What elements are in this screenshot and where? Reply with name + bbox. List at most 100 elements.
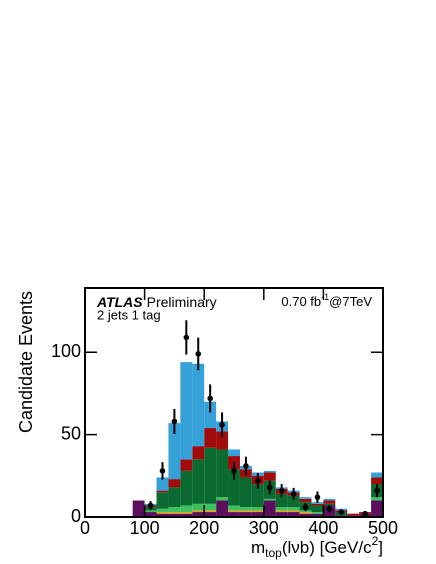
histogram-bar [371, 500, 383, 517]
data-point [266, 484, 273, 491]
x-label-part: (lνb) [GeV/c [282, 538, 372, 557]
histogram-bar [228, 469, 240, 506]
histogram-bar [216, 500, 229, 517]
lumi-sup: -1 [321, 292, 329, 302]
histogram-bar [204, 401, 217, 429]
histogram-bar [192, 446, 205, 460]
data-point [207, 395, 213, 402]
histogram-bar [287, 495, 300, 508]
histogram-bar [323, 503, 336, 506]
histogram-bar [275, 512, 288, 517]
lumi-part: 0.70 fb [281, 294, 321, 309]
histogram-bar [299, 512, 312, 514]
data-point [314, 494, 321, 501]
data-point [290, 491, 297, 497]
histogram-bar [192, 510, 205, 513]
histogram-bar [204, 447, 217, 504]
x-tick-label: 0 [80, 518, 90, 538]
histogram-bar [132, 500, 145, 517]
histogram-bar [263, 498, 276, 501]
histogram-bar [180, 459, 193, 471]
histogram-bar [263, 500, 276, 517]
histogram-bar [251, 512, 264, 517]
histogram-bar [216, 431, 229, 450]
histogram-bar [347, 513, 360, 516]
histogram-bar [192, 459, 205, 504]
histogram-bar [168, 479, 181, 488]
histogram-bar [156, 477, 169, 491]
histogram-bar [168, 513, 181, 517]
histogram-bar [180, 362, 193, 460]
data-point [243, 463, 249, 469]
histogram-bar [180, 513, 193, 517]
histogram-bar [275, 493, 288, 508]
data-point [302, 504, 309, 510]
plot-frame [84, 287, 384, 518]
histogram-bar [371, 477, 383, 485]
histogram-bar [275, 507, 288, 511]
histogram-bar [287, 507, 300, 511]
histogram-bar [263, 470, 276, 473]
x-tick-label: 200 [189, 518, 219, 538]
data-point [326, 505, 333, 512]
data-point [338, 509, 345, 515]
histogram-bar [299, 513, 312, 517]
x-axis-label: mtop(lνb) [GeV/c2] [251, 534, 383, 560]
data-point [231, 468, 237, 474]
histogram-bar [192, 363, 205, 447]
histogram-bar [168, 512, 181, 514]
x-label-part: ] [378, 538, 383, 557]
histogram-bar [180, 505, 193, 513]
histogram-bar [251, 484, 264, 508]
status: Preliminary [147, 294, 217, 310]
data-point [171, 418, 178, 425]
data-point [362, 510, 368, 517]
y-tick-label: 0 [71, 506, 81, 526]
histogram-bar [228, 449, 240, 457]
data-point [374, 487, 380, 494]
lumi-part: @7TeV [329, 294, 372, 309]
histogram-bar [216, 497, 229, 501]
x-label-sub: top [265, 546, 282, 560]
histogram-bar [323, 500, 336, 504]
histogram-bar [371, 497, 383, 501]
annotation: ATLAS Preliminary [96, 294, 217, 310]
data-point [159, 468, 166, 474]
histogram-bar [144, 512, 157, 517]
histogram-bar [239, 507, 252, 511]
histogram-bar [311, 505, 324, 513]
histogram-bar [311, 513, 324, 517]
plot-area [132, 320, 383, 517]
x-tick-label: 400 [308, 518, 338, 538]
lumi: 0.70 fb-1@7TeV [281, 292, 372, 309]
histogram-bar [287, 512, 300, 517]
histogram-bar [287, 510, 300, 513]
histogram-bar [204, 512, 217, 517]
histogram-bar [323, 498, 336, 501]
histogram-bar [228, 505, 240, 511]
x-label-part: m [251, 538, 265, 557]
histogram-bar [204, 510, 217, 513]
histogram-bar [239, 477, 252, 508]
histogram-bar [228, 510, 240, 513]
data-point [147, 502, 154, 509]
y-tick-label: 50 [61, 423, 81, 443]
x-tick-label: 300 [249, 518, 279, 538]
x-tick-label: 500 [368, 518, 398, 538]
histogram-bar [204, 428, 217, 448]
data-point [278, 487, 285, 494]
histogram-bar [192, 512, 205, 517]
data-point [195, 351, 202, 357]
histogram-bar [180, 512, 193, 514]
histogram-bar [311, 503, 324, 506]
histogram-bar [180, 470, 193, 506]
histogram-bar [239, 512, 252, 517]
experiment: ATLAS [96, 294, 143, 310]
histogram-bar [156, 490, 169, 493]
y-tick-label: 100 [51, 341, 81, 361]
histogram-bar [299, 510, 312, 513]
histogram-bar [168, 423, 181, 480]
histogram-bar [156, 492, 169, 509]
